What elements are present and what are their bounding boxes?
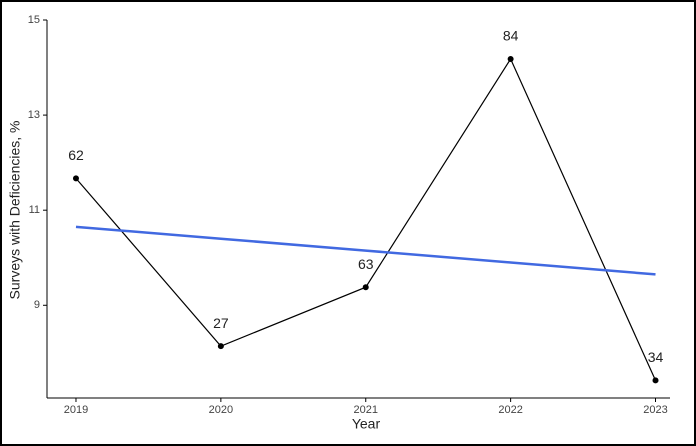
y-tick-label: 9 (34, 299, 40, 311)
point-label: 63 (358, 256, 374, 272)
y-tick-label: 15 (28, 14, 40, 26)
x-tick-label: 2023 (643, 404, 667, 416)
point-label: 27 (213, 315, 229, 331)
trend-line (75, 225, 656, 276)
data-point (362, 284, 369, 291)
data-point (507, 55, 514, 62)
point-label: 34 (648, 349, 664, 365)
y-tick-label: 11 (29, 204, 40, 216)
data-point (217, 343, 224, 350)
y-tick-label: 13 (28, 109, 40, 121)
data-point (652, 377, 659, 384)
x-tick-label: 2020 (209, 404, 233, 416)
data-point (72, 175, 79, 182)
y-axis-title: Surveys with Deficiencies, % (7, 121, 23, 300)
point-label: 84 (503, 28, 519, 44)
point-label: 62 (68, 147, 84, 163)
x-axis-title: Year (352, 416, 381, 432)
x-tick-label: 2022 (498, 404, 522, 416)
x-tick-label: 2021 (354, 404, 378, 416)
x-tick-label: 2019 (64, 404, 88, 416)
